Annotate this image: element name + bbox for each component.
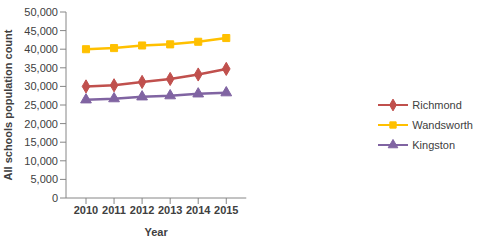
svg-text:35,000: 35,000 [24,62,58,74]
svg-text:2014: 2014 [186,204,211,216]
svg-text:40,000: 40,000 [24,43,58,55]
svg-text:50,000: 50,000 [24,6,58,18]
svg-text:25,000: 25,000 [24,99,58,111]
svg-text:All schools population count: All schools population count [8,29,14,180]
svg-text:10,000: 10,000 [24,155,58,167]
svg-text:2012: 2012 [130,204,154,216]
svg-text:2013: 2013 [158,204,182,216]
html-text:Kingston: Kingston [412,139,456,151]
html-text:Richmond: Richmond [412,99,462,111]
svg-text:Year: Year [145,226,169,238]
svg-text:0: 0 [52,192,58,204]
svg-text:5,000: 5,000 [30,173,58,185]
svg-text:30,000: 30,000 [24,80,58,92]
svg-text:15,000: 15,000 [24,136,58,148]
svg-text:2015: 2015 [214,204,238,216]
svg-text:2010: 2010 [74,204,98,216]
svg-text:2011: 2011 [102,204,126,216]
html-text:Wandsworth: Wandsworth [412,119,473,131]
svg-text:45,000: 45,000 [24,25,58,37]
svg-text:20,000: 20,000 [24,118,58,130]
